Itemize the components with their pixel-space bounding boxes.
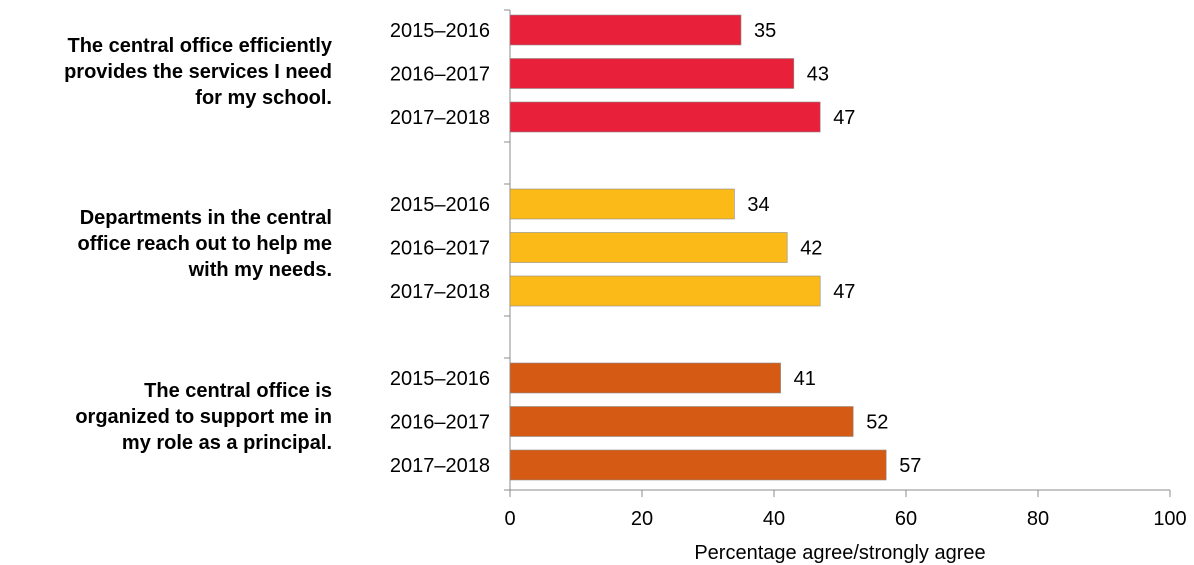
bar [509, 362, 781, 394]
group-label: Departments in the central office reach o… [0, 205, 332, 283]
bar [509, 14, 742, 46]
bar-category-label: 2017–2018 [390, 107, 490, 129]
group-label-line: office reach out to help me [77, 233, 332, 255]
bar [509, 101, 821, 133]
x-tick-label: 100 [1153, 508, 1186, 530]
group-label: The central office efficiently provides t… [0, 33, 332, 111]
bar-value-label: 41 [794, 368, 816, 390]
bar-value-label: 34 [747, 194, 769, 216]
bar-value-label: 52 [866, 412, 888, 434]
x-tick-label: 80 [1027, 508, 1049, 530]
group-label-line: organized to support me in [75, 406, 332, 428]
bar-category-label: 2015–2016 [390, 368, 490, 390]
group-label-line: my role as a principal. [121, 432, 332, 454]
group-label-line: with my needs. [188, 259, 332, 281]
bar-category-label: 2015–2016 [390, 194, 490, 216]
group-label: The central office is organized to suppor… [0, 378, 332, 456]
bar-value-label: 42 [800, 238, 822, 260]
group-label-line: The central office efficiently [67, 35, 332, 57]
x-tick-label: 40 [763, 508, 785, 530]
bar-category-label: 2016–2017 [390, 412, 490, 434]
bar-category-label: 2016–2017 [390, 64, 490, 86]
group-label-line: provides the services I need [64, 61, 332, 83]
bar [509, 188, 735, 220]
x-axis-title: Percentage agree/strongly agree [694, 542, 985, 564]
bar [509, 232, 788, 263]
group-label-line: The central office is [144, 380, 332, 402]
x-tick-label: 20 [631, 508, 653, 530]
bar-value-label: 47 [833, 281, 855, 303]
group-label-line: Departments in the central [79, 207, 332, 229]
bar-value-label: 57 [899, 455, 921, 477]
bar-category-label: 2015–2016 [390, 20, 490, 42]
bar-category-label: 2017–2018 [390, 455, 490, 477]
group-label-line: for my school. [195, 87, 332, 109]
bar-value-label: 35 [754, 20, 776, 42]
bar-category-label: 2016–2017 [390, 238, 490, 260]
x-tick-label: 60 [895, 508, 917, 530]
bar-value-label: 43 [807, 64, 829, 86]
bar [509, 406, 854, 437]
bar [509, 275, 821, 307]
bar [509, 449, 887, 481]
bar [509, 58, 795, 89]
x-tick-label: 0 [504, 508, 515, 530]
bar-value-label: 47 [833, 107, 855, 129]
bar-category-label: 2017–2018 [390, 281, 490, 303]
